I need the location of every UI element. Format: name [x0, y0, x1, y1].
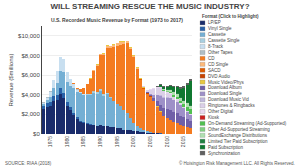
svg-text:Download Single: Download Single [208, 91, 242, 96]
svg-text:2005: 2005 [147, 136, 153, 147]
svg-text:$4,000: $4,000 [21, 92, 40, 98]
svg-text:SOURCE: RIAA (2018): SOURCE: RIAA (2018) [5, 161, 52, 166]
svg-text:1975: 1975 [47, 136, 53, 147]
svg-text:Cassette Single: Cassette Single [208, 38, 240, 43]
svg-text:On-Demand Streaming (Ad-Suppor: On-Demand Streaming (Ad-Supported) [208, 121, 287, 126]
svg-text:$0: $0 [33, 131, 40, 137]
svg-text:Revenue ($millions): Revenue ($millions) [8, 53, 14, 106]
svg-text:Synchronization: Synchronization [208, 151, 241, 156]
svg-text:Download Album: Download Album [208, 85, 242, 90]
svg-text:Limited Tier Paid Subscription: Limited Tier Paid Subscription [208, 139, 268, 144]
svg-text:$10,000: $10,000 [18, 33, 40, 39]
svg-text:1985: 1985 [80, 136, 86, 147]
svg-text:2015: 2015 [180, 136, 186, 147]
svg-text:U.S. Recorded Music Revenue by: U.S. Recorded Music Revenue by Format (1… [51, 17, 183, 23]
svg-text:1980: 1980 [64, 136, 70, 147]
svg-text:Download Music Vid: Download Music Vid [208, 97, 249, 102]
svg-text:Ringtones & Ringbacks: Ringtones & Ringbacks [208, 103, 256, 108]
svg-text:Kiosk: Kiosk [208, 115, 220, 120]
svg-text:Other Ad-Supported Streaming: Other Ad-Supported Streaming [208, 127, 270, 132]
svg-text:CD Single: CD Single [208, 62, 229, 67]
svg-text:$2,000: $2,000 [21, 111, 40, 117]
svg-text:Format (Click to Highlight): Format (Click to Highlight) [202, 14, 259, 19]
svg-text:Cassette: Cassette [208, 32, 226, 37]
svg-text:2000: 2000 [130, 136, 136, 147]
svg-text:1995: 1995 [114, 136, 120, 147]
svg-text:WILL STREAMING RESCUE THE MUSI: WILL STREAMING RESCUE THE MUSIC INDUSTRY… [50, 2, 249, 11]
svg-text:$8,000: $8,000 [21, 53, 40, 59]
svg-text:8-Track: 8-Track [208, 44, 224, 49]
svg-text:LP/EP: LP/EP [208, 20, 221, 25]
svg-text:Other Digital: Other Digital [208, 109, 233, 114]
svg-text:Music Video/Phys: Music Video/Phys [208, 80, 244, 85]
svg-text:Paid Subscription: Paid Subscription [208, 145, 244, 150]
svg-text:DVD Audio: DVD Audio [208, 74, 231, 79]
svg-text:CD: CD [208, 56, 215, 61]
svg-text:Vinyl Single: Vinyl Single [208, 26, 232, 31]
svg-text:SoundExchange Distributions: SoundExchange Distributions [208, 133, 268, 138]
svg-text:SACD: SACD [208, 68, 221, 73]
svg-text:Other Tapes: Other Tapes [208, 50, 233, 55]
svg-text:© Hoisington Risk Management L: © Hoisington Risk Management LLC. All Ri… [179, 160, 295, 166]
svg-text:$6,000: $6,000 [21, 72, 40, 78]
svg-text:1990: 1990 [97, 136, 103, 147]
svg-text:2010: 2010 [164, 136, 170, 147]
